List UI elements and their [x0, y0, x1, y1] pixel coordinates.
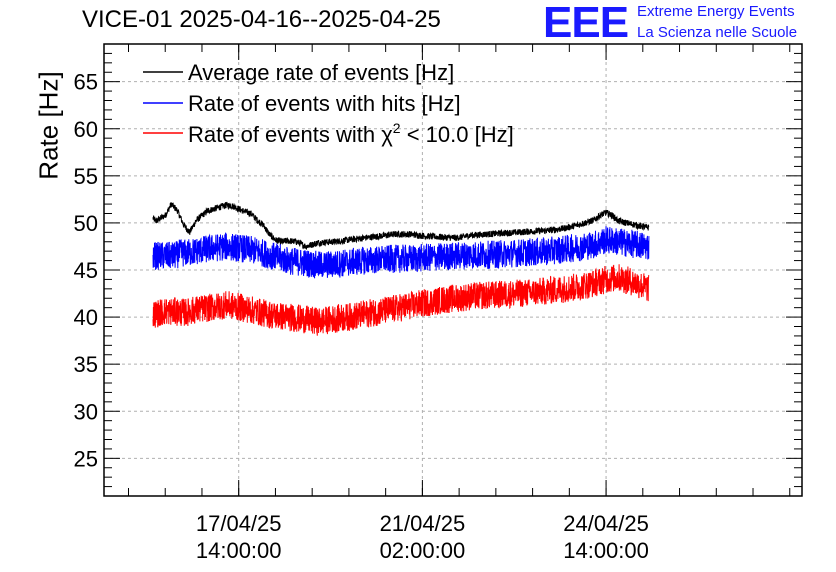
y-tick-label-40: 40: [74, 305, 98, 330]
grid-lines: [104, 44, 802, 496]
x-tick-time-0: 14:00:00: [196, 538, 282, 563]
legend-chi2-suffix: < 10.0 [Hz]: [401, 122, 514, 147]
x-tick-time-2: 14:00:00: [563, 538, 649, 563]
legend-chi2-symbol: χ: [381, 122, 393, 147]
logo-line-2: La Scienza nelle Scuole: [637, 24, 798, 41]
eee-logo-mark: EEE: [543, 0, 629, 47]
y-tick-label-55: 55: [74, 164, 98, 189]
series-rate-chi2: [152, 264, 650, 336]
chart-title: VICE-01 2025-04-16--2025-04-25: [82, 6, 441, 33]
series-group: [152, 201, 650, 336]
legend-label-average: Average rate of events [Hz]: [188, 60, 454, 85]
legend-chi2-superscript: 2: [393, 120, 401, 136]
y-tick-label-30: 30: [74, 399, 98, 424]
x-tick-time-1: 02:00:00: [380, 538, 466, 563]
y-tick-label-35: 35: [74, 352, 98, 377]
series-rate-with-hits: [152, 226, 650, 279]
series-average-rate: [152, 201, 650, 250]
x-tick-date-0: 17/04/25: [196, 511, 282, 536]
y-tick-label-65: 65: [74, 70, 98, 95]
y-tick-label-60: 60: [74, 117, 98, 142]
legend: Average rate of events [Hz] Rate of even…: [143, 60, 514, 147]
y-tick-label-25: 25: [74, 446, 98, 471]
y-tick-label-50: 50: [74, 211, 98, 236]
axis-ticks: 25303540455055606517/04/2514:00:0021/04/…: [74, 43, 802, 563]
y-tick-label-45: 45: [74, 258, 98, 283]
legend-chi2-prefix: Rate of events with: [188, 122, 381, 147]
logo-line-1: Extreme Energy Events: [637, 3, 795, 20]
x-tick-date-2: 24/04/25: [563, 511, 649, 536]
legend-label-hits: Rate of events with hits [Hz]: [188, 91, 461, 116]
legend-label-chi2: Rate of events with χ2 < 10.0 [Hz]: [188, 120, 514, 147]
x-tick-date-1: 21/04/25: [380, 511, 466, 536]
